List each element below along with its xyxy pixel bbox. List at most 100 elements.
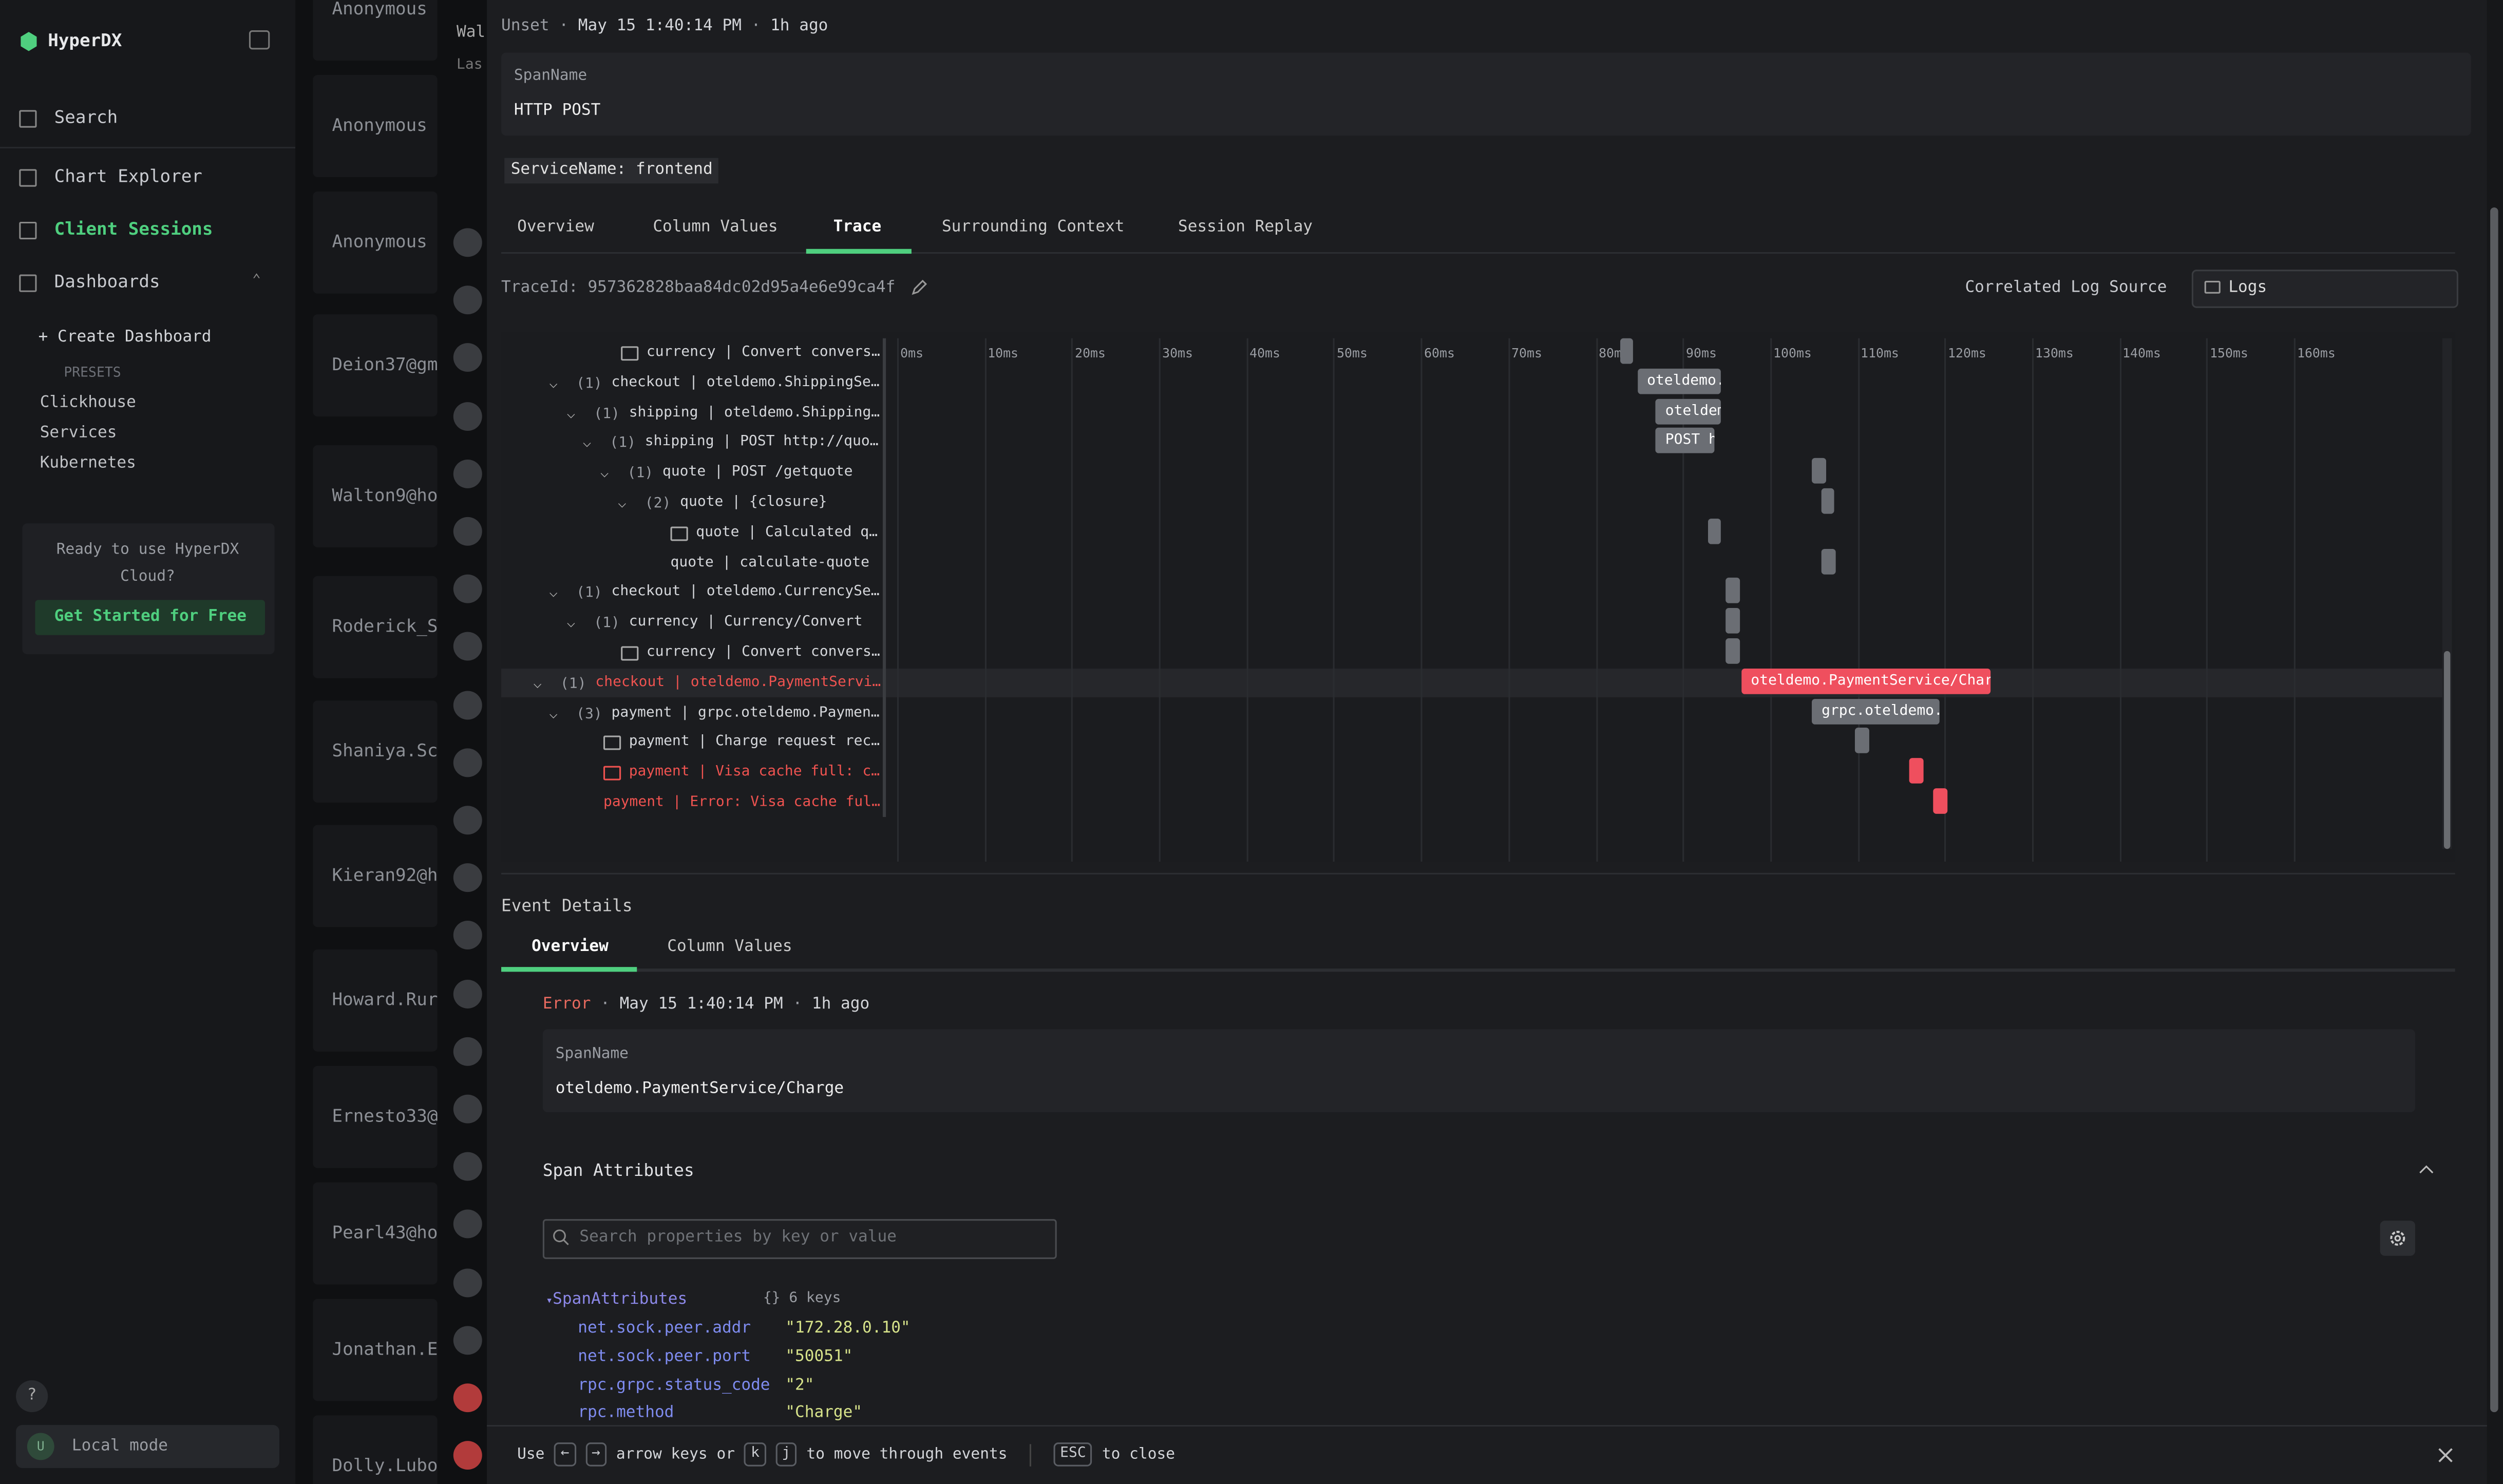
span-bar[interactable] xyxy=(1822,548,1835,574)
key: ← xyxy=(554,1442,576,1467)
span-bar[interactable] xyxy=(1725,608,1739,634)
hint-text: Use xyxy=(517,1445,544,1463)
preset-link[interactable]: Kubernetes xyxy=(40,455,136,474)
span-label[interactable]: shipping | POST http://quo… xyxy=(645,433,879,452)
tab[interactable]: Session Replay xyxy=(1178,219,1313,238)
nav-item[interactable]: Chart Explorer xyxy=(54,167,202,186)
span-bar[interactable]: oteldem xyxy=(1656,398,1721,424)
expand-chevron[interactable]: ⌵ xyxy=(566,615,575,634)
preset-link[interactable]: Services xyxy=(40,425,117,444)
expand-chevron[interactable]: ⌵ xyxy=(549,705,558,724)
span-bar[interactable] xyxy=(1822,488,1834,514)
key: k xyxy=(745,1442,766,1467)
create-dashboard[interactable]: + Create Dashboard xyxy=(39,329,212,348)
tree-divider xyxy=(883,338,886,817)
settings-button[interactable] xyxy=(2380,1221,2415,1255)
pin-icon xyxy=(453,1326,482,1355)
span-label[interactable]: quote | Calculated q… xyxy=(696,523,878,542)
attribute-value: "172.28.0.10" xyxy=(785,1320,910,1339)
close-button[interactable] xyxy=(2438,1448,2454,1463)
session-name: Pearl43@ho xyxy=(332,1224,438,1243)
span-name-box xyxy=(501,53,2471,136)
help-button[interactable]: ? xyxy=(16,1380,48,1412)
expand-chevron[interactable]: ⌵ xyxy=(618,494,627,513)
search-placeholder: Search properties by key or value xyxy=(579,1229,897,1248)
log-icon xyxy=(621,346,638,360)
tick-label: 100ms xyxy=(1773,345,1812,364)
grid-line xyxy=(1770,338,1772,862)
nav-icon xyxy=(19,110,36,127)
tabs-divider xyxy=(501,968,2455,972)
span-bar[interactable]: oteldemo. xyxy=(1637,368,1720,394)
pin-icon xyxy=(453,402,482,430)
expand-chevron[interactable]: ⌵ xyxy=(566,405,575,424)
tick-label: 0ms xyxy=(900,345,923,364)
tab[interactable]: Overview xyxy=(517,219,594,238)
collapse-button[interactable] xyxy=(249,30,270,49)
span-bar[interactable] xyxy=(1620,338,1633,364)
span-label[interactable]: payment | Error: Visa cache ful… xyxy=(603,793,880,812)
expand-chevron[interactable]: ⌵ xyxy=(583,434,592,453)
tab[interactable]: Column Values xyxy=(653,219,778,238)
tab[interactable]: Overview xyxy=(532,938,609,957)
session-name: Walton9@ho xyxy=(332,487,438,506)
scrollbar xyxy=(2487,0,2503,1484)
span-bar[interactable]: oteldemo.PaymentService/Char xyxy=(1741,668,1990,694)
span-label[interactable]: currency | Convert convers… xyxy=(647,643,880,662)
chevron: ⌃ xyxy=(252,271,261,290)
expand-chevron[interactable]: ⌵ xyxy=(600,465,609,484)
span-label[interactable]: checkout | oteldemo.PaymentServi… xyxy=(595,673,881,692)
session-name: Kieran92@h xyxy=(332,866,438,885)
span-label[interactable]: currency | Convert convers… xyxy=(647,343,880,362)
span-count: (2) xyxy=(645,494,671,513)
span-bar[interactable] xyxy=(1909,758,1923,784)
tab[interactable]: Trace xyxy=(833,219,882,238)
session-name: Shaniya.Sc xyxy=(332,742,438,761)
span-bar[interactable] xyxy=(1933,788,1947,814)
preset-link[interactable]: Clickhouse xyxy=(40,394,136,413)
span-bar[interactable] xyxy=(1725,578,1739,604)
span-bar[interactable] xyxy=(1708,518,1720,544)
expand-chevron[interactable]: ⌵ xyxy=(533,675,542,694)
span-label[interactable]: payment | Charge request rec… xyxy=(629,733,880,752)
separator xyxy=(1030,1443,1031,1466)
folder-icon xyxy=(2205,281,2221,294)
pin-icon xyxy=(453,517,482,546)
span-label[interactable]: payment | grpc.oteldemo.Paymen… xyxy=(612,703,880,722)
span-label[interactable]: checkout | oteldemo.ShippingSe… xyxy=(612,373,880,392)
span-bar[interactable]: grpc.oteldemo. xyxy=(1812,698,1939,724)
nav-item[interactable]: Dashboards xyxy=(54,273,160,292)
span-label[interactable]: shipping | oteldemo.Shipping… xyxy=(629,403,880,422)
expand-chevron[interactable]: ⌵ xyxy=(549,585,558,604)
span-label[interactable]: quote | calculate-quote xyxy=(671,553,869,572)
log-icon xyxy=(671,526,688,541)
span-label[interactable]: currency | Currency/Convert xyxy=(629,613,863,632)
promo-button[interactable]: Get Started for Free xyxy=(35,600,266,635)
collapse-chevron[interactable] xyxy=(2418,1163,2434,1176)
span-bar[interactable]: POST h xyxy=(1656,428,1715,454)
mode-label: Local mode xyxy=(72,1438,168,1457)
attributes-key[interactable]: ▾SpanAttributes xyxy=(546,1291,687,1310)
expand-chevron[interactable]: ⌵ xyxy=(549,375,558,394)
span-label[interactable]: payment | Visa cache full: c… xyxy=(629,763,880,782)
span-bar[interactable] xyxy=(1855,728,1869,754)
bar-label: oteldemo. xyxy=(1637,368,1720,394)
tick-label: 40ms xyxy=(1249,345,1280,364)
span-label[interactable]: checkout | oteldemo.CurrencySe… xyxy=(612,583,880,602)
pin-icon xyxy=(453,806,482,834)
tab[interactable]: Surrounding Context xyxy=(942,219,1125,238)
span-bar[interactable] xyxy=(1725,638,1739,664)
tab-underline xyxy=(501,967,637,972)
span-bar[interactable] xyxy=(1812,458,1826,484)
bar-label: oteldemo.PaymentService/Char xyxy=(1741,668,1990,694)
span-label[interactable]: quote | POST /getquote xyxy=(662,463,853,482)
edit-icon[interactable] xyxy=(910,278,929,297)
nav-icon xyxy=(19,274,36,292)
nav-item[interactable]: Search xyxy=(54,108,118,127)
service-tag[interactable]: ServiceName: frontend xyxy=(504,158,719,184)
tick-label: 90ms xyxy=(1686,345,1717,364)
tick-label: 60ms xyxy=(1424,345,1455,364)
span-label[interactable]: quote | {closure} xyxy=(680,493,827,512)
nav-item[interactable]: Client Sessions xyxy=(54,220,213,239)
tab[interactable]: Column Values xyxy=(667,938,792,957)
